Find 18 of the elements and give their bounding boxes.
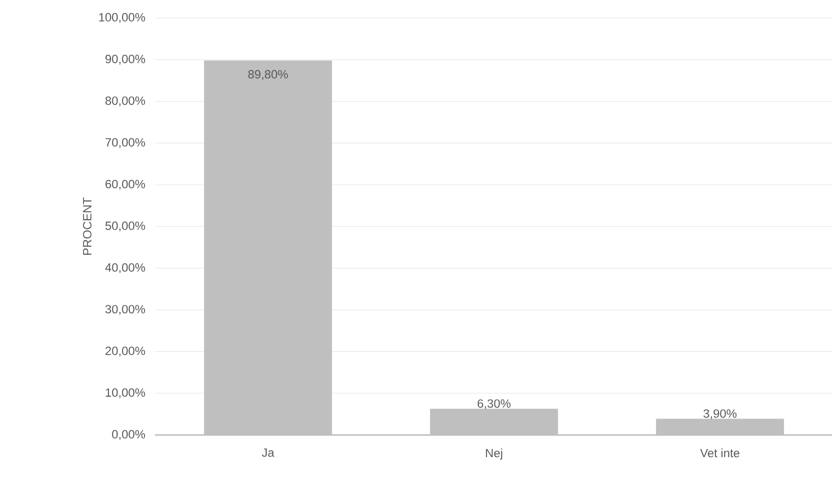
y-tick-label: 100,00% [99,13,146,23]
y-tick-label: 60,00% [106,180,146,190]
x-tick-label: Ja [262,448,274,457]
data-label: 89,80% [248,70,288,80]
data-label: 6,30% [478,399,511,410]
y-tick-label: 20,00% [106,346,146,357]
y-tick-label: 10,00% [106,388,146,398]
y-axis-title: PROCENT [82,198,92,255]
y-tick-label: 30,00% [105,304,146,315]
y-tick-label: 40,00% [105,263,146,274]
y-tick-label: 90,00% [106,54,146,65]
y-tick-label: 50,00% [105,222,146,232]
x-tick-label: Vet inte [700,448,740,458]
data-label: 3,90% [704,409,737,420]
y-tick-label: 70,00% [106,138,146,148]
y-tick-label: 80,00% [105,96,146,106]
x-tick-label: Nej [486,448,502,460]
y-tick-label: 0,00% [112,430,146,440]
